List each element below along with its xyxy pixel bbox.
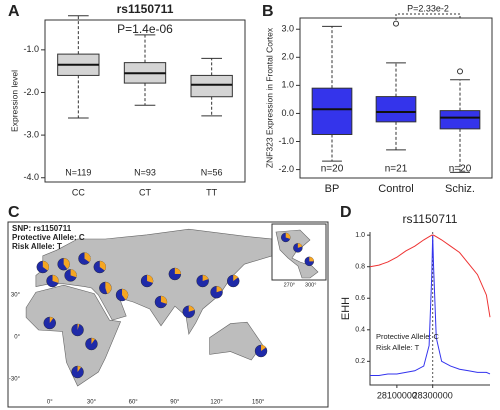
x-tick-label: CT	[139, 187, 151, 197]
y-tick-label: -2.0	[23, 87, 39, 97]
panel-letter: D	[340, 204, 352, 221]
legend-entry: Protective Allele: C	[376, 332, 440, 341]
pie-risk	[91, 338, 95, 344]
pie-risk	[309, 256, 314, 262]
pie-risk	[77, 366, 82, 372]
y-tick-label: 1.0	[355, 232, 365, 239]
y-tick-label: -1.0	[23, 44, 39, 54]
ehh-line	[369, 234, 491, 318]
map-title: SNP: rs1150711	[12, 224, 72, 233]
y-tick-label: 0.2	[355, 358, 365, 365]
y-tick-label: 0.6	[355, 295, 365, 302]
pie-risk	[216, 286, 223, 293]
box	[375, 96, 417, 123]
ehh-line	[370, 235, 491, 377]
lat-label: 0°	[14, 335, 20, 341]
pie-risk	[297, 243, 303, 248]
x-tick-label: 28100000	[377, 390, 417, 400]
x-tick-label: BP	[325, 183, 340, 195]
y-tick-label: -1.0	[278, 136, 294, 146]
pie-risk	[63, 258, 70, 270]
lat-label: -30°	[9, 377, 21, 383]
plot-frame	[44, 19, 246, 183]
outlier	[457, 68, 463, 75]
pie-risk	[233, 275, 239, 281]
chart-title: rs1150711	[403, 212, 458, 226]
y-tick-label: 0.0	[281, 108, 294, 118]
bracket	[395, 13, 461, 20]
lon-label: 300°	[305, 282, 316, 288]
pie-risk	[77, 324, 80, 330]
y-axis-label: ZNF323 Expression in Frontal Cortex	[264, 27, 274, 168]
pie-risk	[70, 269, 77, 278]
lon-label: 0°	[47, 400, 53, 406]
lon-label: 60°	[129, 400, 139, 406]
panel-letter: B	[262, 3, 274, 20]
n-label: N=56	[201, 167, 223, 177]
lon-label: 150°	[252, 400, 265, 406]
legend-entry: Risk Allele: T	[376, 343, 420, 352]
annotation: P=1.4e-06	[117, 22, 173, 36]
x-tick-label: 28300000	[413, 390, 453, 400]
y-axis-label: Expression level	[9, 70, 19, 132]
x-tick-label: Control	[378, 183, 413, 195]
pie-risk	[160, 296, 167, 304]
n-label: n=20	[449, 164, 472, 175]
panel-letter: C	[8, 204, 20, 221]
y-tick-label: -2.0	[278, 164, 294, 174]
pie-risk	[202, 275, 209, 281]
y-tick-label: 2.0	[281, 52, 294, 62]
pie-risk	[285, 232, 291, 239]
box	[311, 87, 353, 135]
lon-label: 270°	[284, 282, 295, 288]
lat-label: 30°	[11, 293, 21, 299]
y-tick-label: 1.0	[281, 80, 294, 90]
y-tick-label: -4.0	[23, 172, 39, 182]
axes	[369, 232, 490, 386]
legend-protective: Protective Allele: C	[12, 233, 85, 242]
pie-risk	[84, 252, 91, 263]
outlier	[393, 20, 399, 27]
legend-risk: Risk Allele: T	[12, 242, 62, 251]
y-tick-label: 0.8	[355, 264, 365, 271]
chart-title: rs1150711	[117, 2, 174, 16]
y-tick-label: -3.0	[23, 129, 39, 139]
pie-risk	[122, 289, 129, 300]
n-label: n=21	[385, 164, 408, 175]
n-label: N=119	[65, 167, 91, 177]
pie-risk	[174, 268, 181, 274]
box	[190, 74, 233, 98]
lon-label: 30°	[87, 400, 97, 406]
pie-risk	[99, 261, 106, 271]
pie-risk	[188, 305, 195, 312]
pie-risk	[49, 317, 54, 323]
n-label: N=93	[134, 167, 156, 177]
y-axis-label: EHH	[340, 297, 352, 320]
lon-label: 90°	[170, 400, 180, 406]
lon-label: 120°	[210, 400, 223, 406]
x-tick-label: CC	[72, 187, 85, 197]
panel-letter: A	[8, 3, 20, 20]
pie-risk	[42, 261, 49, 271]
land	[25, 284, 122, 387]
y-tick-label: 3.0	[281, 24, 294, 34]
box	[439, 110, 481, 130]
land	[35, 228, 301, 336]
x-tick-label: TT	[206, 187, 217, 197]
annotation: P=2.33e-2	[407, 3, 449, 13]
pie-risk	[147, 275, 154, 283]
pie-risk	[105, 282, 112, 294]
x-tick-label: Schiz.	[445, 183, 475, 195]
n-label: n=20	[321, 164, 344, 175]
pie-risk	[261, 345, 266, 351]
y-tick-label: 0.4	[355, 327, 365, 334]
pie-risk	[52, 275, 59, 283]
